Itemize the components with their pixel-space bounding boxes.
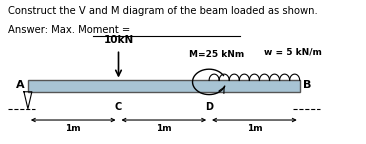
Text: C: C	[115, 102, 122, 112]
Text: w = 5 kN/m: w = 5 kN/m	[264, 48, 322, 56]
Text: 1m: 1m	[156, 124, 172, 133]
FancyBboxPatch shape	[28, 80, 300, 92]
Text: M=25 kNm: M=25 kNm	[189, 50, 244, 59]
Text: Answer: Max. Moment =: Answer: Max. Moment =	[8, 25, 133, 35]
Text: 10kN: 10kN	[103, 35, 134, 45]
Text: 1m: 1m	[66, 124, 81, 133]
Text: B: B	[303, 80, 311, 90]
Text: D: D	[205, 102, 213, 112]
Text: Construct the V and M diagram of the beam loaded as shown.: Construct the V and M diagram of the bea…	[8, 6, 318, 16]
Text: 1m: 1m	[247, 124, 262, 133]
Text: A: A	[16, 80, 25, 90]
